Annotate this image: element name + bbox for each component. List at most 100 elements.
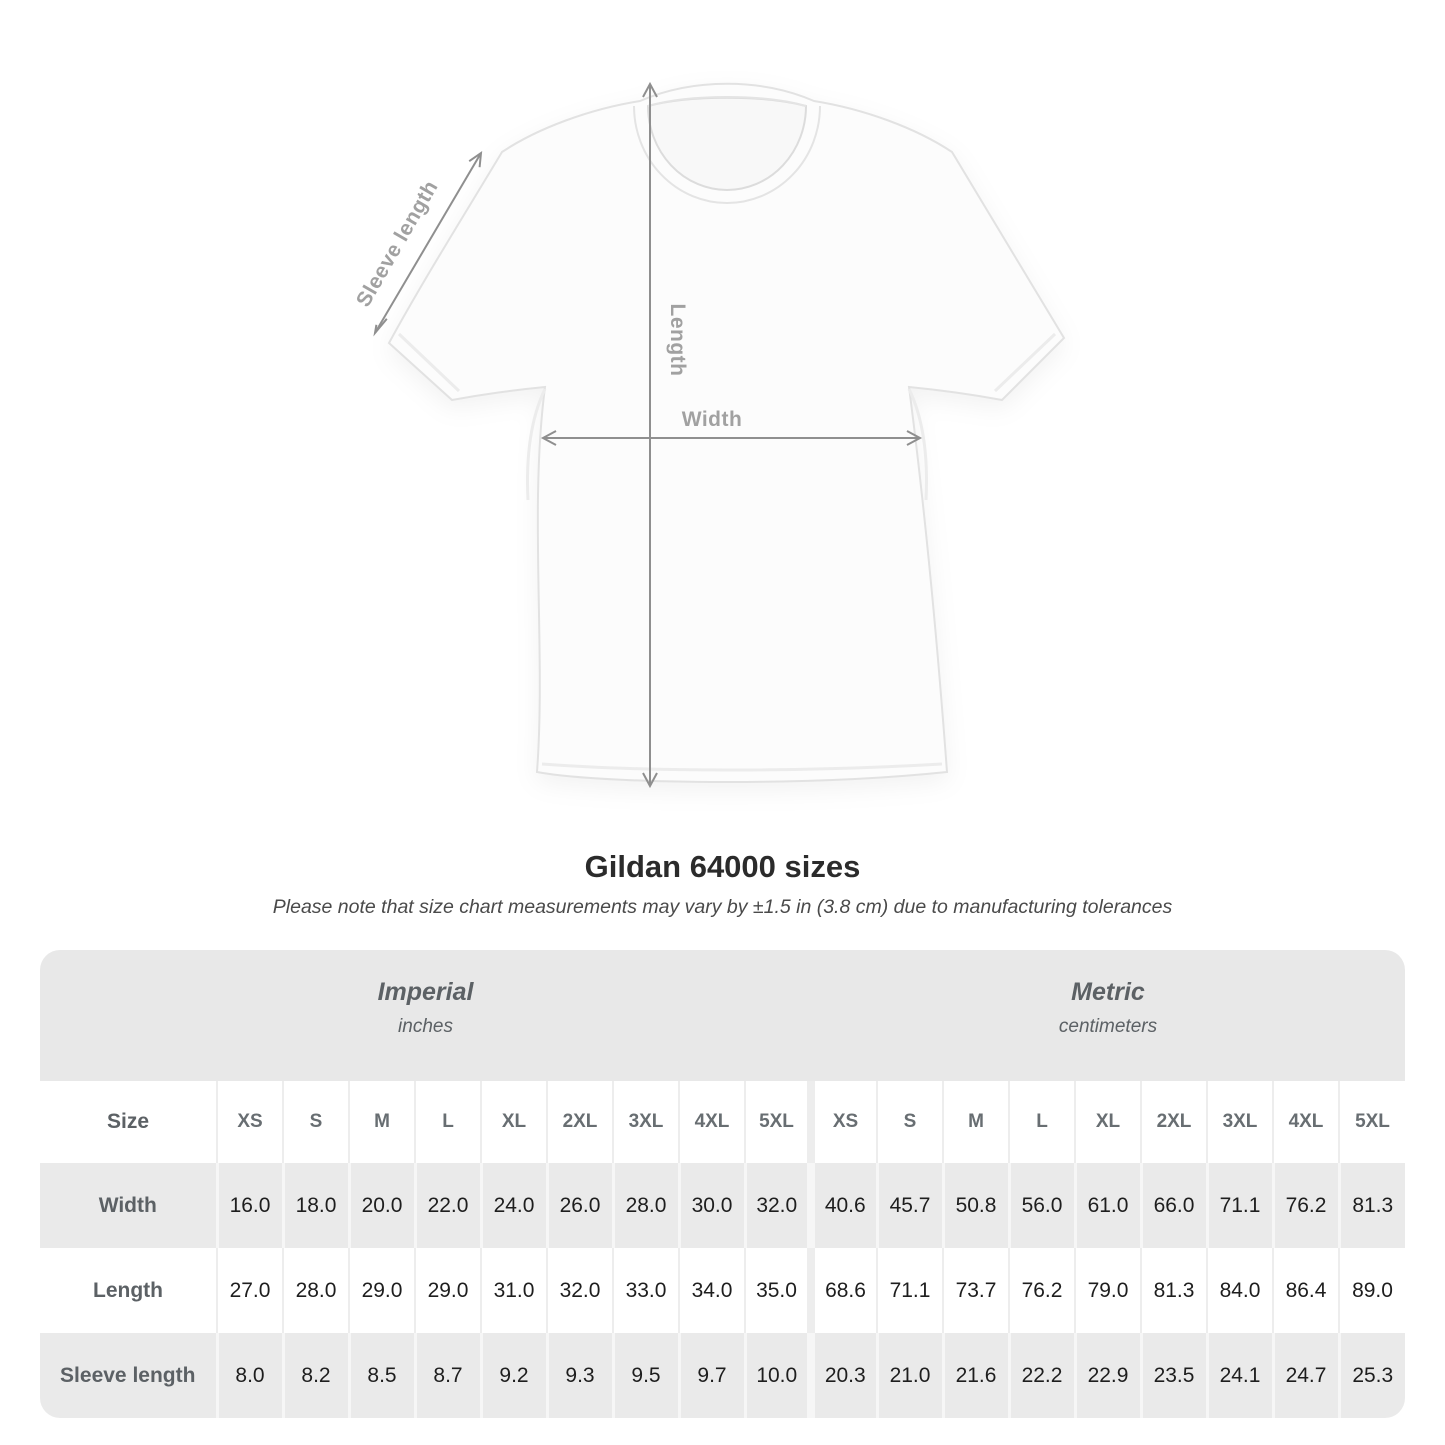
measure-row-width: Width 16.0 18.0 20.0 22.0 24.0 26.0 28.0 30.0 32.… (40, 1163, 1405, 1248)
units-header-row: Imperial inches Metric centimeters (40, 950, 1405, 1081)
size-col-imperial-3xl: 3XL (612, 1081, 679, 1163)
metric-header-label: Metric (1071, 977, 1145, 1006)
cell-length-imperial-5xl: 35.0 (744, 1248, 811, 1333)
cell-length-imperial-4xl: 34.0 (678, 1248, 745, 1333)
cell-length-imperial-2xl: 32.0 (546, 1248, 613, 1333)
size-col-metric-l: L (1008, 1081, 1075, 1163)
cell-width-metric-xl: 61.0 (1073, 1163, 1141, 1248)
cell-sleeve-length-imperial-m: 8.5 (347, 1333, 415, 1418)
cell-sleeve-length-imperial-3xl: 9.5 (611, 1333, 679, 1418)
size-col-imperial-5xl: 5XL (744, 1081, 811, 1163)
cell-length-imperial-l: 29.0 (414, 1248, 481, 1333)
size-col-metric-m: M (942, 1081, 1009, 1163)
tshirt-diagram-svg: Sleeve length Length Width (352, 81, 1066, 789)
tolerance-note: Please note that size chart measurements… (272, 896, 1173, 918)
size-col-metric-5xl: 5XL (1338, 1081, 1405, 1163)
width-arrow (540, 430, 923, 446)
cell-sleeve-length-imperial-s: 8.2 (281, 1333, 349, 1418)
size-col-metric-4xl: 4XL (1272, 1081, 1339, 1163)
cell-width-metric-s: 45.7 (875, 1163, 943, 1248)
cell-length-metric-3xl: 84.0 (1206, 1248, 1273, 1333)
measure-row-sleeve-length: Sleeve length 8.0 8.2 8.5 8.7 9.2 9.3 9.5 9.7 10.… (40, 1333, 1405, 1418)
tshirt-illustration (387, 82, 1066, 784)
metric-unit-header: Metric centimeters (811, 950, 1405, 1081)
size-col-imperial-2xl: 2XL (546, 1081, 613, 1163)
size-col-imperial-xs: XS (216, 1081, 283, 1163)
cell-width-metric-2xl: 66.0 (1139, 1163, 1207, 1248)
cell-sleeve-length-metric-2xl: 23.5 (1139, 1333, 1207, 1418)
tshirt-measurement-diagram: Sleeve length Length Width (352, 81, 1066, 789)
imperial-header-unit: inches (398, 1015, 453, 1037)
cell-sleeve-length-metric-l: 22.2 (1007, 1333, 1075, 1418)
row-label-length: Length (40, 1248, 217, 1333)
cell-length-metric-2xl: 81.3 (1140, 1248, 1207, 1333)
cell-length-metric-s: 71.1 (876, 1248, 943, 1333)
size-col-metric-2xl: 2XL (1140, 1081, 1207, 1163)
cell-length-metric-5xl: 89.0 (1338, 1248, 1405, 1333)
cell-length-metric-xl: 79.0 (1074, 1248, 1141, 1333)
cell-sleeve-length-metric-5xl: 25.3 (1337, 1333, 1405, 1418)
cell-width-metric-4xl: 76.2 (1271, 1163, 1339, 1248)
cell-sleeve-length-metric-m: 21.6 (941, 1333, 1009, 1418)
tshirt-bottom-hem-stitch (541, 762, 943, 772)
cell-length-metric-l: 76.2 (1008, 1248, 1075, 1333)
row-label-width: Width (40, 1163, 217, 1248)
cell-width-imperial-xl: 24.0 (479, 1163, 547, 1248)
cell-length-imperial-s: 28.0 (282, 1248, 349, 1333)
size-chart-table: Imperial inches Metric centimeters Size … (40, 950, 1405, 1418)
length-label: Length (666, 304, 689, 377)
size-col-imperial-m: M (348, 1081, 415, 1163)
cell-length-metric-4xl: 86.4 (1272, 1248, 1339, 1333)
sleeve-length-arrow (373, 150, 483, 337)
cell-sleeve-length-imperial-xs: 8.0 (215, 1333, 283, 1418)
size-col-imperial-xl: XL (480, 1081, 547, 1163)
size-column-header: Size (40, 1081, 217, 1163)
cell-length-metric-m: 73.7 (942, 1248, 1009, 1333)
cell-length-metric-xs: 68.6 (807, 1248, 877, 1333)
width-label: Width (682, 408, 743, 431)
cell-sleeve-length-imperial-l: 8.7 (413, 1333, 481, 1418)
cell-sleeve-length-metric-4xl: 24.7 (1271, 1333, 1339, 1418)
cell-sleeve-length-imperial-4xl: 9.7 (677, 1333, 745, 1418)
tshirt-collar-seam (633, 105, 821, 205)
cell-width-metric-3xl: 71.1 (1205, 1163, 1273, 1248)
size-col-metric-3xl: 3XL (1206, 1081, 1273, 1163)
cell-sleeve-length-imperial-xl: 9.2 (479, 1333, 547, 1418)
cell-width-imperial-s: 18.0 (281, 1163, 349, 1248)
cell-width-imperial-m: 20.0 (347, 1163, 415, 1248)
size-col-imperial-4xl: 4XL (678, 1081, 745, 1163)
imperial-header-label: Imperial (377, 977, 474, 1006)
tshirt-right-armpit-shadow (907, 388, 928, 501)
cell-length-imperial-m: 29.0 (348, 1248, 415, 1333)
size-col-imperial-l: L (414, 1081, 481, 1163)
cell-sleeve-length-metric-xs: 20.3 (807, 1333, 877, 1418)
cell-width-metric-5xl: 81.3 (1337, 1163, 1405, 1248)
cell-width-metric-xs: 40.6 (807, 1163, 877, 1248)
size-col-metric-xl: XL (1074, 1081, 1141, 1163)
tshirt-silhouette (387, 82, 1066, 784)
tshirt-back-collar-line (647, 96, 807, 107)
cell-sleeve-length-imperial-5xl: 10.0 (743, 1333, 811, 1418)
page-title: Gildan 64000 sizes (584, 849, 861, 884)
tshirt-left-armpit-shadow (526, 388, 547, 501)
cell-width-imperial-4xl: 30.0 (677, 1163, 745, 1248)
cell-width-imperial-2xl: 26.0 (545, 1163, 613, 1248)
size-col-imperial-s: S (282, 1081, 349, 1163)
sizes-header-row: Size XS S M L XL 2XL 3XL 4XL 5XL XS S M L XL 2XL 3XL 4XL… (40, 1081, 1405, 1163)
cell-width-metric-l: 56.0 (1007, 1163, 1075, 1248)
cell-width-imperial-5xl: 32.0 (743, 1163, 811, 1248)
cell-length-imperial-xl: 31.0 (480, 1248, 547, 1333)
size-col-metric-xs: XS (807, 1081, 877, 1163)
metric-header-unit: centimeters (1058, 1015, 1158, 1037)
row-label-sleeve-length: Sleeve length (40, 1333, 217, 1418)
measure-row-length: Length 27.0 28.0 29.0 29.0 31.0 32.0 33.0 34.0 35… (40, 1248, 1405, 1333)
imperial-unit-header: Imperial inches (40, 950, 811, 1081)
cell-sleeve-length-imperial-2xl: 9.3 (545, 1333, 613, 1418)
cell-length-imperial-3xl: 33.0 (612, 1248, 679, 1333)
cell-width-imperial-xs: 16.0 (215, 1163, 283, 1248)
length-arrow (642, 81, 658, 789)
cell-sleeve-length-metric-xl: 22.9 (1073, 1333, 1141, 1418)
cell-width-imperial-3xl: 28.0 (611, 1163, 679, 1248)
cell-width-metric-m: 50.8 (941, 1163, 1009, 1248)
cell-width-imperial-l: 22.0 (413, 1163, 481, 1248)
